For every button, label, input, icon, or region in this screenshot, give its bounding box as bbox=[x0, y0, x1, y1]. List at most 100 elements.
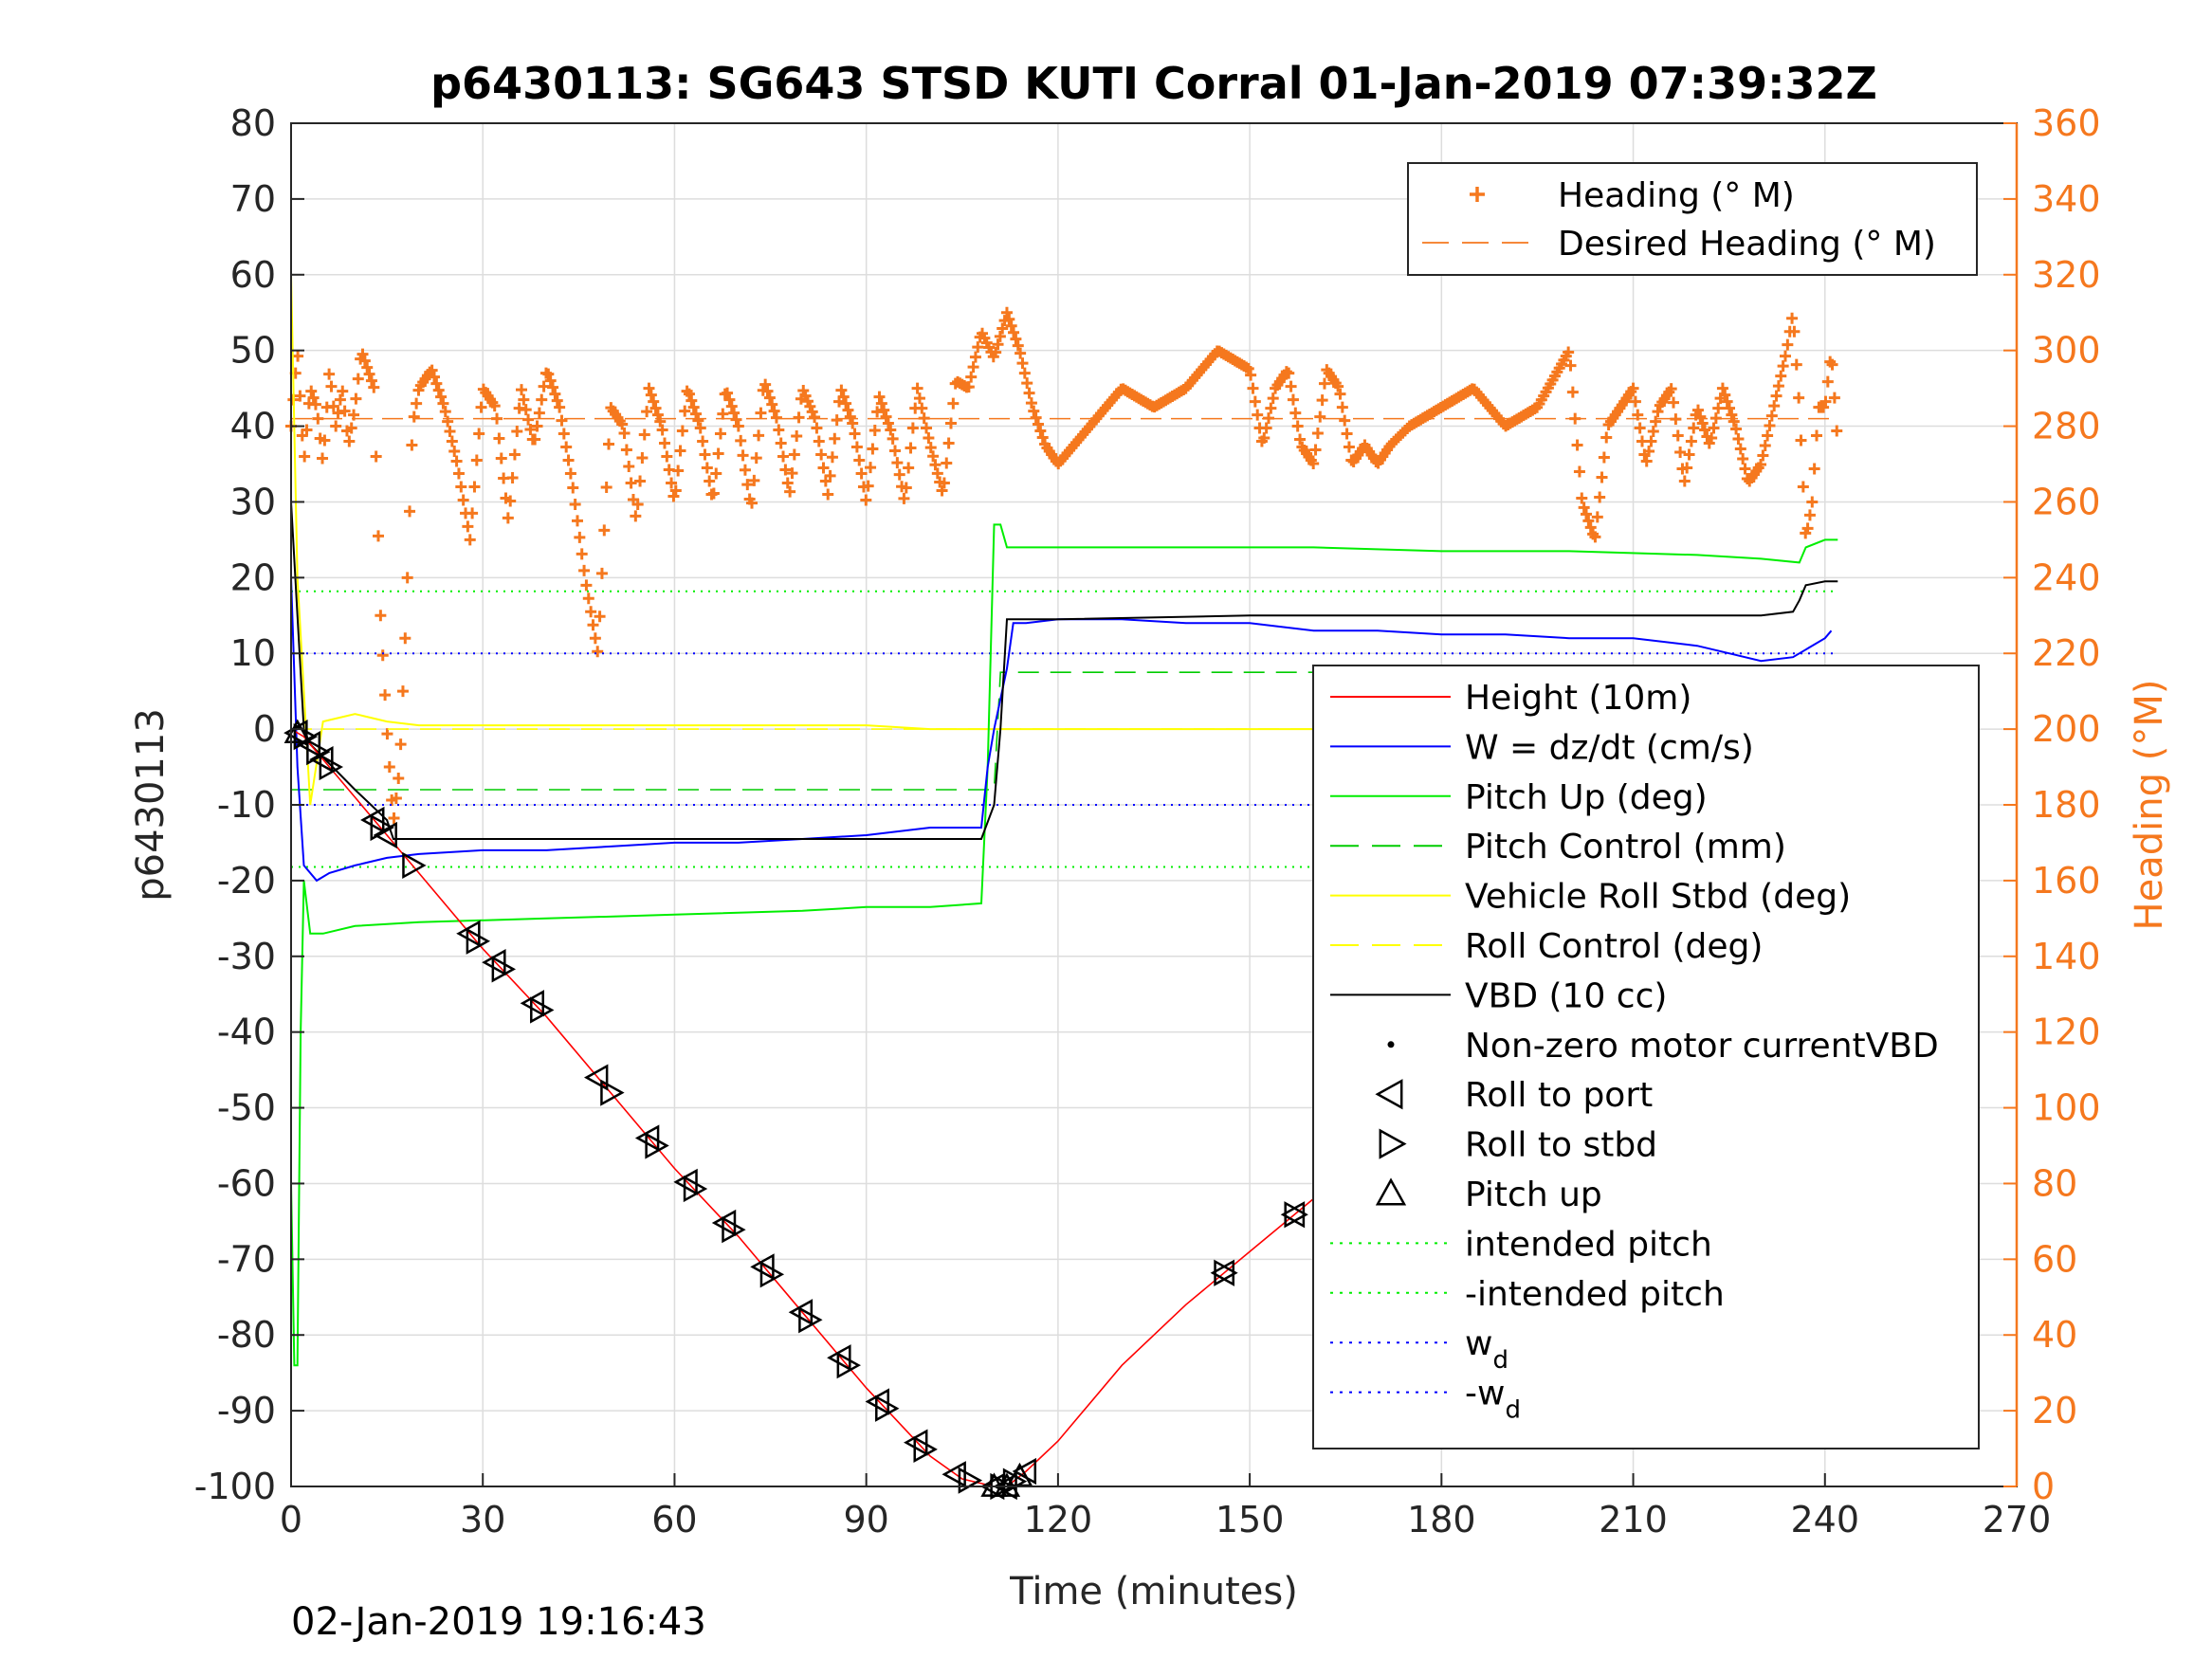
heading-point bbox=[788, 448, 800, 461]
heading-point bbox=[855, 467, 868, 480]
x-tick-label: 270 bbox=[1983, 1499, 2052, 1540]
heading-point bbox=[643, 382, 655, 394]
heading-point bbox=[1808, 463, 1820, 475]
heading-point bbox=[428, 371, 440, 383]
heading-point bbox=[448, 446, 461, 458]
heading-point bbox=[701, 462, 713, 474]
y-tick-label: -100 bbox=[194, 1466, 276, 1507]
legend-desired-heading-label: Desired Heading (° M) bbox=[1558, 225, 1936, 264]
heading-point bbox=[375, 610, 387, 622]
heading-point bbox=[1571, 439, 1583, 451]
heading-point bbox=[690, 408, 703, 420]
y-tick-label: 80 bbox=[230, 102, 276, 144]
heading-point bbox=[811, 422, 823, 434]
heading-point bbox=[654, 415, 667, 428]
heading-point bbox=[882, 417, 894, 429]
heading-point bbox=[862, 480, 874, 492]
heading-point bbox=[630, 510, 642, 522]
marker-port bbox=[827, 1344, 851, 1372]
heading-point bbox=[1831, 425, 1843, 437]
heading-point bbox=[1668, 396, 1680, 409]
heading-point bbox=[1564, 359, 1577, 372]
heading-point bbox=[452, 467, 465, 480]
heading-point bbox=[1685, 435, 1697, 447]
heading-point bbox=[408, 410, 420, 423]
heading-point bbox=[520, 404, 532, 416]
legend-main-label: intended pitch bbox=[1465, 1225, 1712, 1264]
marker-stbd bbox=[466, 927, 491, 955]
heading-point bbox=[840, 397, 852, 410]
heading-point bbox=[576, 548, 588, 560]
heading-point bbox=[1645, 435, 1657, 447]
marker-stbd bbox=[1214, 1259, 1238, 1286]
heading-point bbox=[1688, 422, 1700, 434]
heading-point bbox=[1341, 428, 1353, 440]
heading-point bbox=[363, 368, 375, 380]
heading-point bbox=[898, 492, 910, 504]
heading-point bbox=[560, 441, 573, 453]
heading-point bbox=[390, 793, 402, 805]
heading-point bbox=[524, 424, 537, 436]
heading-point bbox=[1643, 446, 1655, 458]
heading-point bbox=[648, 395, 660, 408]
heading-point bbox=[755, 407, 767, 419]
heading-point bbox=[746, 497, 759, 509]
heading-point bbox=[891, 457, 904, 469]
x-tick-label: 90 bbox=[843, 1499, 888, 1540]
heading-point bbox=[1632, 409, 1644, 421]
y-right-tick-label: 140 bbox=[2032, 936, 2101, 977]
marker-port bbox=[1012, 1457, 1037, 1486]
heading-point bbox=[996, 322, 1009, 335]
heading-point bbox=[1739, 463, 1751, 475]
x-tick-label: 210 bbox=[1599, 1499, 1668, 1540]
heading-point bbox=[1790, 358, 1802, 371]
heading-point bbox=[880, 410, 892, 423]
y-tick-label: 70 bbox=[230, 178, 276, 220]
heading-point bbox=[666, 477, 678, 489]
heading-point bbox=[962, 381, 975, 393]
legend-symbol bbox=[1375, 1177, 1407, 1206]
heading-point bbox=[1768, 400, 1781, 412]
heading-point bbox=[1706, 432, 1718, 445]
x-tick-label: 120 bbox=[1024, 1499, 1093, 1540]
heading-point bbox=[1793, 392, 1805, 404]
heading-point bbox=[813, 435, 825, 447]
heading-point bbox=[1650, 415, 1662, 428]
heading-point bbox=[1294, 433, 1307, 446]
heading-point bbox=[844, 410, 856, 423]
heading-point bbox=[343, 435, 356, 447]
heading-point bbox=[822, 488, 834, 501]
heading-point bbox=[723, 393, 736, 406]
marker-stbd bbox=[645, 1132, 669, 1159]
heading-point bbox=[1258, 432, 1271, 445]
heading-point bbox=[587, 619, 599, 631]
heading-point bbox=[564, 467, 576, 480]
heading-point bbox=[1289, 407, 1302, 419]
heading-point bbox=[1819, 395, 1832, 408]
heading-point bbox=[1634, 422, 1646, 434]
heading-point bbox=[931, 467, 943, 480]
heading-point bbox=[763, 392, 776, 404]
heading-point bbox=[567, 482, 579, 494]
y-tick-label: -80 bbox=[217, 1314, 276, 1356]
heading-point bbox=[551, 394, 563, 407]
heading-point bbox=[381, 728, 393, 740]
heading-point bbox=[686, 394, 698, 407]
legend-main-label: Height (10m) bbox=[1465, 679, 1691, 718]
marker-stbd bbox=[759, 1261, 785, 1288]
heading-point bbox=[1678, 475, 1691, 487]
heading-point bbox=[829, 432, 841, 445]
heading-point bbox=[1314, 410, 1326, 423]
heading-point bbox=[672, 465, 685, 477]
heading-point bbox=[781, 477, 794, 489]
heading-point bbox=[806, 406, 818, 418]
heading-point bbox=[1670, 413, 1682, 426]
heading-point bbox=[317, 452, 329, 465]
heading-point bbox=[1777, 360, 1789, 373]
heading-point bbox=[835, 384, 848, 396]
series-w-dz-dt-cm-s bbox=[290, 577, 1833, 883]
heading-point bbox=[1030, 411, 1042, 424]
heading-point bbox=[1311, 428, 1324, 440]
heading-point bbox=[779, 464, 792, 476]
heading-point bbox=[750, 452, 762, 465]
